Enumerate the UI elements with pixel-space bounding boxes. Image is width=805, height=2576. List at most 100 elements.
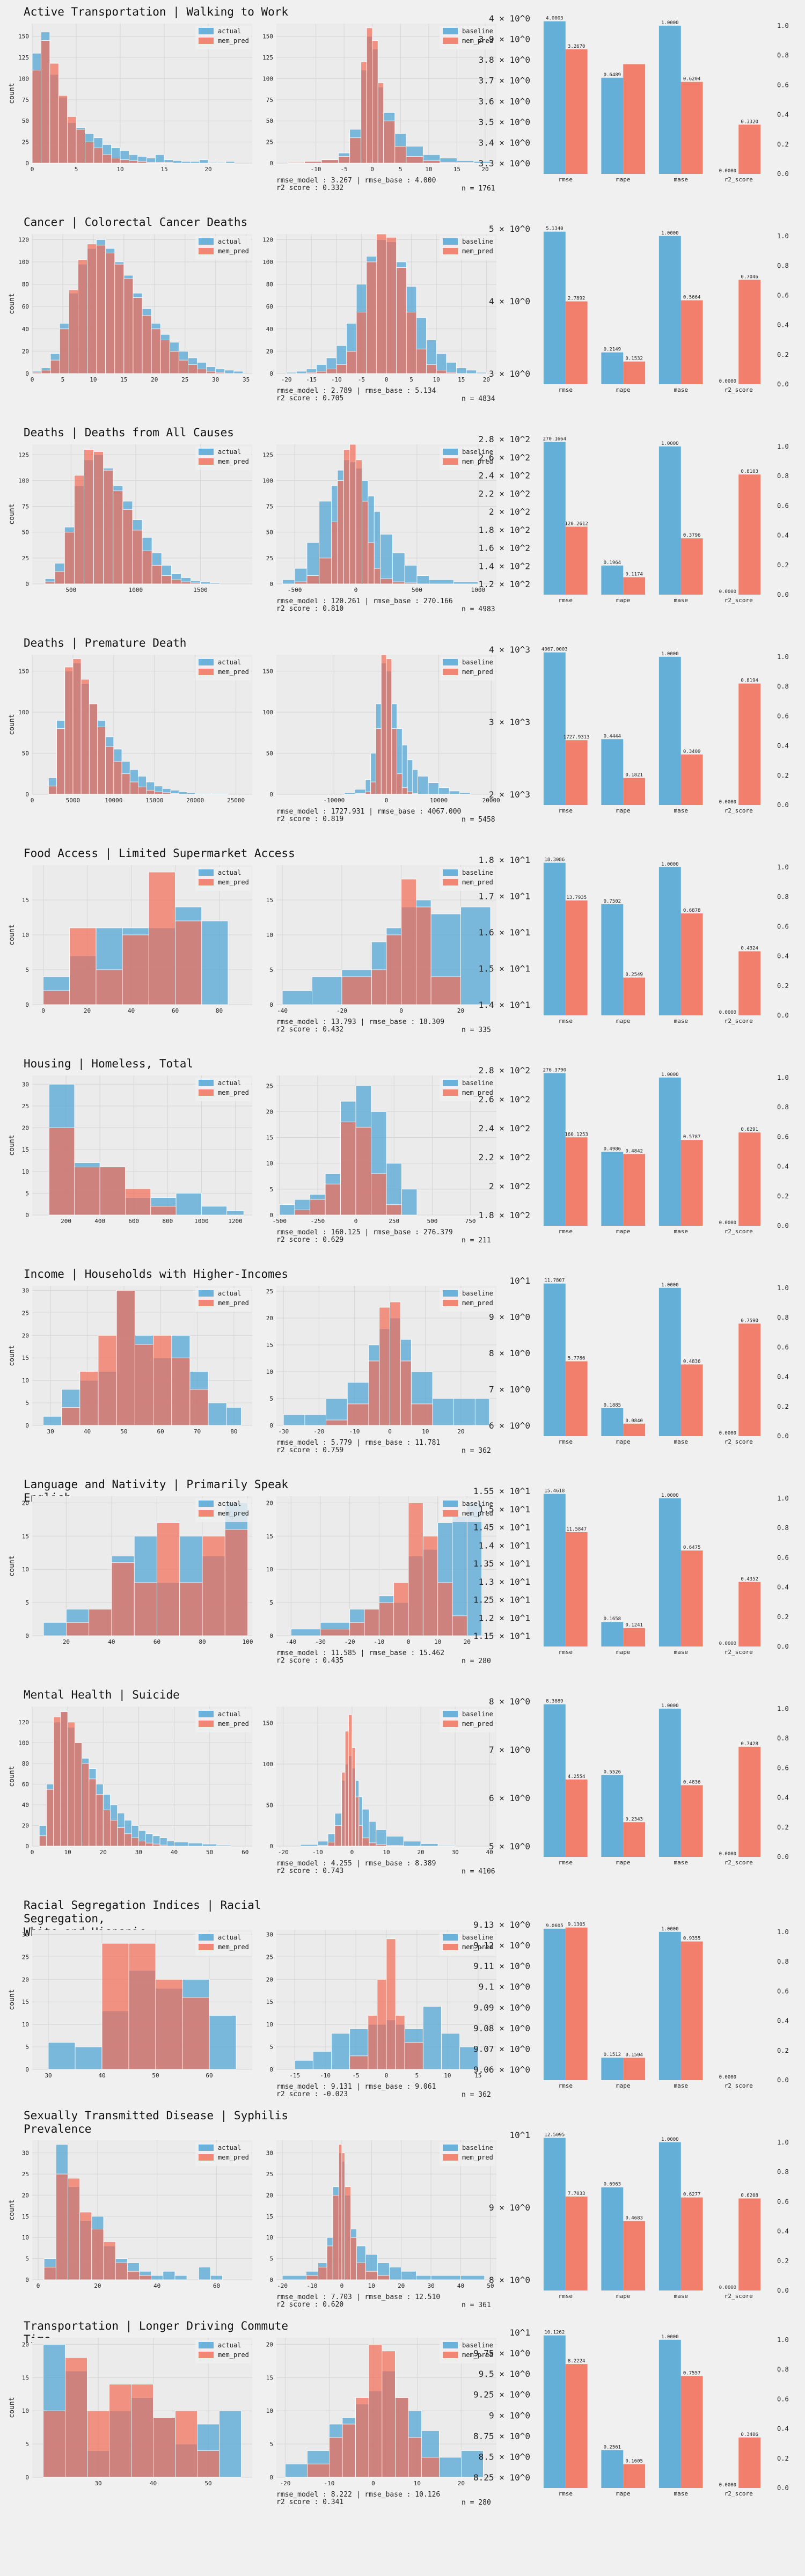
bar-pred [341,2153,345,2280]
bar-actual [430,2275,461,2280]
x-tick-label: r2_score [724,1859,753,1866]
bar-actual [412,769,418,795]
x-tick-label: 80 [230,1428,237,1435]
x-tick-label: 250 [389,1218,399,1225]
x-tick-label: -40 [286,1638,296,1645]
legend-label: baseline [462,1500,493,1507]
bar-pred [74,1167,100,1216]
bar-value-label: 0.1174 [625,572,643,577]
bar-model [738,683,761,805]
y-tick-label: 150 [18,33,29,40]
y-tick-label: 0 [25,160,29,167]
bar-pred [60,1711,68,1847]
bar-pred [332,2195,339,2280]
right-y-tick-label: 1.0 [777,1928,789,1936]
x-tick-label: 60 [172,1007,179,1014]
bar-model [623,1154,646,1226]
bar-pred [48,786,57,795]
bar-pred [416,348,427,374]
bar-baseline [601,739,624,805]
y-tick-label: 125 [18,54,29,61]
bar-actual [438,2457,462,2478]
bar-pred [46,1789,54,1847]
bar-model [565,49,588,174]
y-tick-label: 100 [262,477,273,484]
bar-pred [352,1747,356,1847]
bar-pred [316,371,327,374]
x-tick-label: 50 [204,2480,211,2487]
legend-swatch [199,449,214,455]
residual-metrics: rmse_model : 11.585 | rmse_base : 15.462… [276,1650,444,1665]
x-tick-label: 0 [399,1007,403,1014]
legend-swatch [443,2342,458,2348]
y-axis-label: count [8,714,16,735]
y-tick-label: 2.8 × 10^2 [479,1065,530,1075]
y-tick-label: 25 [266,1288,273,1295]
bar-model [623,64,646,174]
bar-pred [378,1602,394,1636]
bar-pred [67,1722,75,1847]
y-tick-label: 8 × 10^0 [489,1696,530,1707]
y-tick-label: 1.2 × 10^1 [479,1613,530,1623]
bar-pred [145,1842,153,1847]
bar-pred [326,2245,333,2280]
y-tick-label: 1.45 × 10^1 [473,1523,530,1533]
rmse-line: rmse_model : 1727.931 | rmse_base : 4067… [276,808,462,816]
legend: actual mem_pred [195,1078,251,1101]
bar-pred [155,162,165,164]
legend-swatch [199,28,214,34]
y-tick-label: 5 [25,967,29,974]
x-tick-label: 10000 [105,797,122,804]
bar-value-label: 0.9355 [683,1936,701,1942]
right-y-tick-label: 0.2 [777,1192,789,1200]
x-tick-label: 0 [388,1428,392,1435]
bar-pred [114,264,125,374]
bar-pred [129,781,138,795]
row-title: Mental Health | Suicide [24,1688,180,1701]
y-tick-label: 125 [262,451,273,458]
bar-pred [400,1360,412,1426]
bar-baseline [543,1494,566,1646]
right-y-tick-label: 0.8 [777,262,789,269]
bar-pred [49,63,59,164]
bar-pred [386,1938,396,2070]
bar-actual [401,744,408,795]
bar-value-label: 0.5526 [604,1769,621,1775]
bar-pred [408,2437,422,2478]
bar-pred [152,1843,160,1847]
bar-pred [170,793,179,795]
bar-pred [61,1407,80,1426]
bar-value-label: 0.7428 [741,1741,758,1747]
bar-actual [376,1829,387,1847]
legend: baseline mem_pred [440,1709,495,1732]
bar-baseline [601,77,624,174]
legend-swatch [443,248,458,254]
y-tick-label: 20 [22,1125,29,1132]
sample-count: n = 362 [462,2091,491,2099]
y-tick-label: 150 [262,1720,273,1727]
bar-model [623,577,646,595]
y-tick-label: 5 [25,1190,29,1197]
legend-swatch [443,1300,458,1306]
bar-pred [110,1820,118,1847]
y-tick-label: 80 [22,281,29,288]
bar-actual [429,579,454,584]
bar-pred [412,793,418,795]
bar-actual [216,162,226,164]
y-tick-label: 9 × 10^0 [489,1312,530,1322]
right-y-tick-label: 0.2 [777,1613,789,1621]
legend-swatch [443,869,458,876]
bar-pred [182,1997,210,2070]
bar-model [623,1822,646,1857]
legend-swatch [199,1290,214,1297]
y-tick-label: 1.8 × 10^1 [479,855,530,865]
y-tick-label: 10 [22,2234,29,2241]
legend-swatch [199,1089,214,1096]
y-tick-label: 10 [266,2407,273,2414]
legend-swatch [199,2342,214,2348]
legend-swatch [443,1510,458,1517]
bar-pred [346,350,357,374]
y-tick-label: 15 [22,1355,29,1362]
histogram-chart: 0 25 50 75 100 125 150 -10 -5 0 5 10 15 20 baseline mem… [262,24,496,173]
right-y-tick-label: 0.0 [777,1432,789,1440]
